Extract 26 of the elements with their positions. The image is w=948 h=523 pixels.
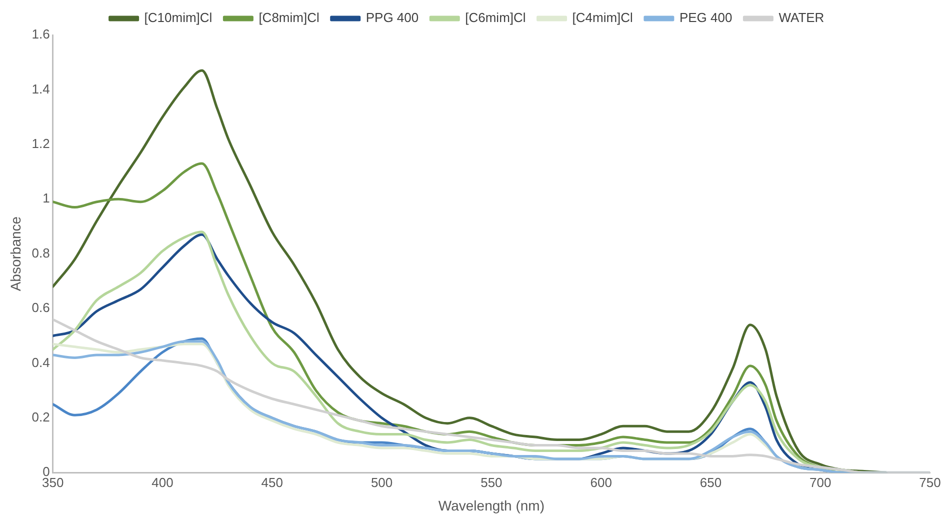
- y-axis-title: Absorbance: [7, 216, 24, 292]
- legend-label: [C6mim]Cl: [465, 10, 526, 26]
- x-tick-label: 650: [700, 474, 722, 490]
- x-tick-label: 450: [261, 474, 284, 490]
- y-tick-label: 0.8: [32, 245, 50, 260]
- line-series: [52, 69, 888, 473]
- y-tick-label: 1.6: [32, 26, 50, 42]
- x-tick-label: 550: [480, 474, 502, 490]
- x-tick-label: 750: [919, 474, 941, 490]
- y-tick-label: 0.6: [32, 300, 50, 316]
- y-tick-label: 1: [42, 190, 50, 206]
- legend-label: PEG 400: [679, 10, 732, 26]
- x-axis-title: Wavelength (nm): [438, 497, 544, 514]
- legend-label: [C10mim]Cl: [144, 10, 212, 26]
- y-tick-label: 0.2: [32, 409, 50, 424]
- y-tick-label: 0.4: [32, 354, 50, 370]
- legend-label: [C8mim]Cl: [258, 10, 320, 26]
- legend-label: [C4mim]Cl: [572, 10, 634, 26]
- x-tick-label: 600: [590, 474, 612, 490]
- x-tick-label: 700: [810, 474, 832, 490]
- y-tick-label: 1.4: [32, 81, 50, 96]
- x-tick-label: 500: [370, 474, 393, 490]
- x-tick-label: 400: [152, 474, 174, 490]
- legend-label: PPG 400: [366, 10, 419, 26]
- legend-label: WATER: [778, 10, 824, 26]
- y-tick-label: 1.2: [32, 136, 50, 151]
